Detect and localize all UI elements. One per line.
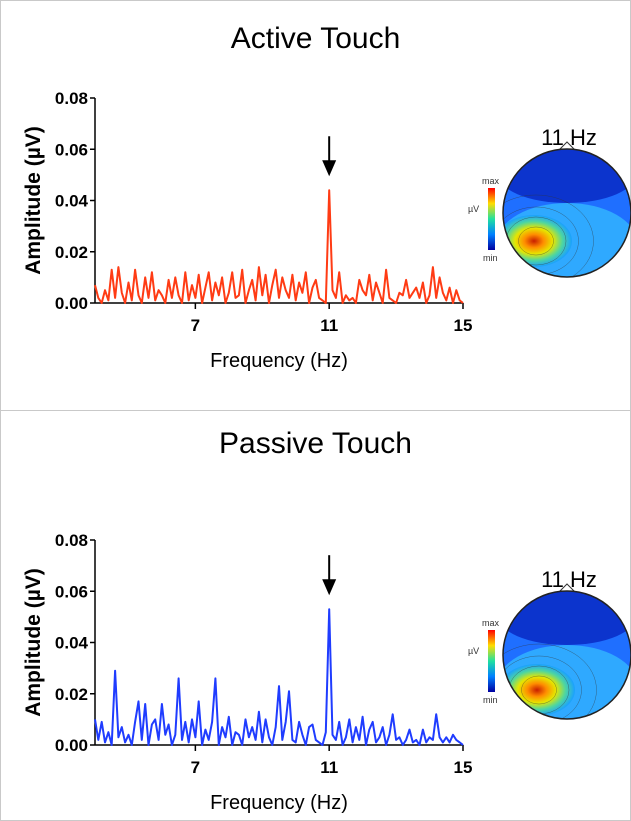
x-tick-label: 7 bbox=[191, 758, 200, 777]
series-line bbox=[94, 189, 464, 304]
colorbar-max-label: max bbox=[482, 618, 500, 628]
panel-title-passive: Passive Touch bbox=[219, 427, 412, 460]
y-tick-label: 0.08 bbox=[55, 89, 88, 108]
y-axis-label: Amplitude (µV) bbox=[22, 126, 45, 275]
y-tick-label: 0.00 bbox=[55, 294, 88, 313]
y-tick-label: 0.06 bbox=[55, 582, 88, 601]
colorbar bbox=[488, 188, 495, 250]
x-tick-label: 7 bbox=[191, 316, 200, 335]
topomap-contour bbox=[518, 226, 554, 256]
panel-title-active: Active Touch bbox=[230, 22, 401, 55]
y-tick-label: 0.00 bbox=[55, 736, 88, 755]
y-tick-label: 0.08 bbox=[55, 531, 88, 550]
y-axis-label: Amplitude (µV) bbox=[22, 568, 45, 717]
y-tick-label: 0.02 bbox=[55, 685, 88, 704]
topomap-contour bbox=[503, 643, 597, 719]
peak-arrow-head bbox=[322, 579, 337, 596]
topomap-frequency-label: 11 Hz bbox=[541, 125, 597, 150]
colorbar-max-label: max bbox=[482, 176, 500, 186]
topomap-hotspot bbox=[503, 664, 575, 716]
topomap-contour bbox=[503, 655, 582, 719]
x-axis-label: Frequency (Hz) bbox=[210, 792, 348, 814]
y-tick-label: 0.02 bbox=[55, 243, 88, 262]
colorbar-min-label: min bbox=[483, 253, 498, 263]
topomap bbox=[503, 149, 631, 277]
chart-passive-touch: 0.00 0.02 0.04 0.06 0.08 7 11 15 Frequency (Hz) A… bbox=[22, 531, 631, 814]
x-axis-label: Frequency (Hz) bbox=[210, 350, 348, 372]
topomap-hotspot bbox=[503, 215, 572, 267]
y-tick-label: 0.04 bbox=[55, 634, 89, 653]
passive-plot-group: 0.00 0.02 0.04 0.06 0.08 7 11 15 Frequency (Hz) A… bbox=[22, 531, 631, 814]
x-tick-label: 11 bbox=[320, 316, 338, 335]
panel-divider bbox=[0, 410, 631, 411]
colorbar-min-label: min bbox=[483, 695, 498, 705]
peak-arrow-head bbox=[322, 160, 337, 177]
head-outline bbox=[502, 590, 631, 720]
topomap-frequency-label: 11 Hz bbox=[541, 567, 597, 592]
y-tick-label: 0.06 bbox=[55, 140, 88, 159]
colorbar-unit-label: µV bbox=[468, 204, 479, 214]
topomap-contour bbox=[521, 675, 557, 705]
colorbar bbox=[488, 630, 495, 692]
head-outline bbox=[502, 148, 631, 278]
x-tick-label: 15 bbox=[454, 758, 473, 777]
y-tick-label: 0.04 bbox=[55, 192, 89, 211]
colorbar-unit-label: µV bbox=[468, 646, 479, 656]
chart-active-touch: 0.00 0.02 0.04 0.06 0.08 7 11 15 Frequency (Hz) A… bbox=[22, 89, 631, 372]
x-tick-label: 11 bbox=[320, 758, 338, 777]
series-line bbox=[94, 608, 464, 746]
topomap-contour bbox=[503, 194, 594, 277]
x-tick-label: 15 bbox=[454, 316, 473, 335]
